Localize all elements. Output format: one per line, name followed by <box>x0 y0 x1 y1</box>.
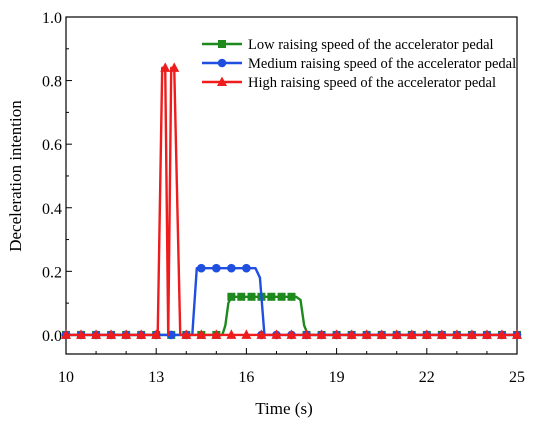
high-speed-point <box>286 329 297 339</box>
high-speed-point <box>256 329 267 339</box>
x-axis-label: Time (s) <box>255 399 312 418</box>
y-tick-label: 0.6 <box>42 137 62 154</box>
high-speed-point <box>406 329 417 339</box>
y-axis-label: Deceleration intention <box>6 100 25 252</box>
high-speed-point <box>226 329 237 339</box>
low-speed-point <box>277 292 286 301</box>
legend-low-speed-marker <box>218 40 226 48</box>
high-speed-point <box>301 329 312 339</box>
high-speed-point <box>169 62 180 72</box>
high-speed-point <box>211 329 222 339</box>
x-tick-label: 13 <box>148 369 164 386</box>
low-speed-series-line <box>66 295 517 337</box>
high-speed-point <box>241 329 252 339</box>
high-speed-point <box>512 329 522 339</box>
high-speed-point <box>466 329 477 339</box>
medium-speed-point <box>197 263 206 273</box>
high-speed-point <box>106 329 117 339</box>
low-speed-point <box>287 292 296 301</box>
low-speed-point <box>227 292 236 301</box>
high-speed-point <box>271 329 282 339</box>
high-speed-point <box>151 329 162 339</box>
high-speed-point <box>61 329 71 339</box>
high-speed-point <box>481 329 492 339</box>
y-tick-label: 0.8 <box>42 74 62 91</box>
low-speed-point <box>267 292 276 301</box>
y-tick-label: 1.0 <box>42 10 62 27</box>
y-tick-label: 0.0 <box>42 328 62 345</box>
high-speed-point <box>196 329 207 339</box>
low-speed-point <box>237 292 246 301</box>
high-speed-point <box>436 329 447 339</box>
low-speed-point <box>247 292 256 301</box>
legend-medium-speed-marker <box>217 58 227 68</box>
medium-speed-point <box>227 263 236 273</box>
legend-medium-speed-label: Medium raising speed of the accelerator … <box>248 56 516 72</box>
x-tick-label: 19 <box>329 369 345 386</box>
x-tick-label: 10 <box>58 369 74 386</box>
high-speed-point <box>376 329 387 339</box>
high-speed-point <box>391 329 402 339</box>
legend-high-speed-label: High raising speed of the accelerator pe… <box>248 75 496 91</box>
high-speed-point <box>76 329 87 339</box>
x-tick-label: 16 <box>238 369 254 386</box>
y-tick-label: 0.2 <box>42 264 62 281</box>
medium-speed-point <box>212 263 221 273</box>
y-tick-label: 0.4 <box>42 201 62 218</box>
high-speed-point <box>496 329 507 339</box>
legend-low-speed-label: Low raising speed of the accelerator ped… <box>248 37 494 53</box>
high-speed-point <box>346 329 357 339</box>
high-speed-point <box>361 329 372 339</box>
high-speed-point <box>331 329 342 339</box>
high-speed-series-line <box>66 66 517 337</box>
high-speed-point <box>121 329 132 339</box>
x-tick-label: 25 <box>509 369 525 386</box>
plot-frame <box>65 16 518 355</box>
high-speed-point <box>136 329 147 339</box>
high-speed-point <box>181 329 192 339</box>
high-speed-point <box>451 329 462 339</box>
legend-high-speed-marker <box>217 76 227 86</box>
medium-speed-series-line <box>66 266 517 337</box>
high-speed-point <box>91 329 102 339</box>
medium-speed-point <box>242 263 251 273</box>
high-speed-point <box>160 62 171 72</box>
high-speed-point <box>421 329 432 339</box>
x-tick-label: 22 <box>419 369 435 386</box>
high-speed-point <box>316 329 327 339</box>
